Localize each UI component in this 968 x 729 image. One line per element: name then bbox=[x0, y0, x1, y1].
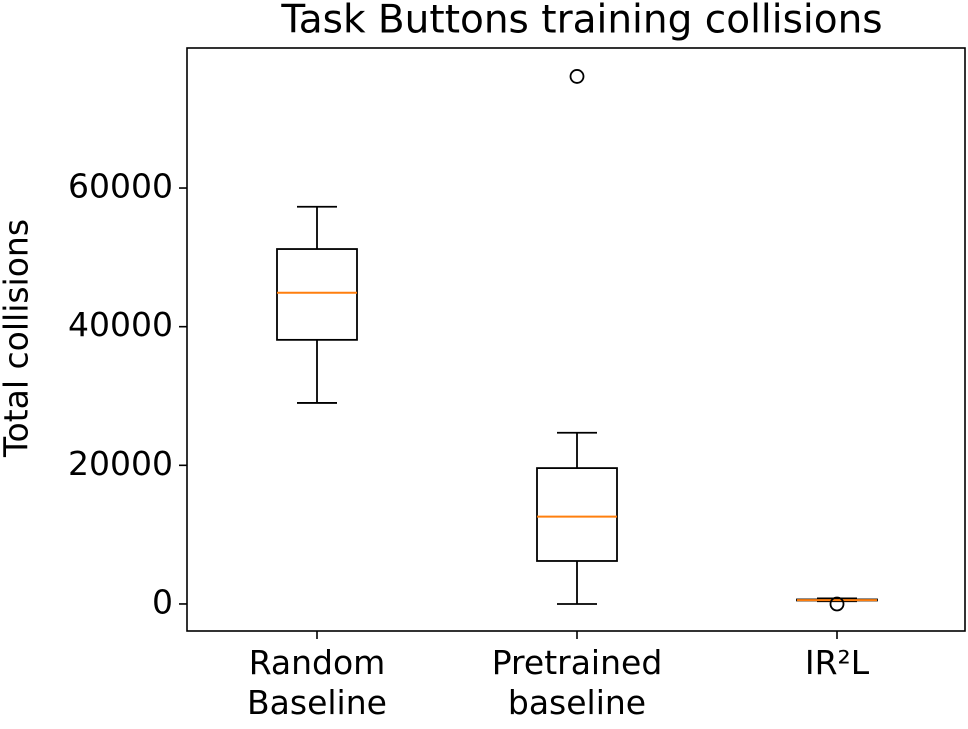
x-tick-label: Pretrained baseline bbox=[491, 643, 663, 722]
y-tick-label: 20000 bbox=[68, 444, 173, 483]
flier bbox=[569, 69, 585, 84]
y-tick-label: 0 bbox=[152, 582, 173, 621]
box bbox=[536, 467, 618, 562]
flier bbox=[829, 596, 845, 612]
y-tick-label: 60000 bbox=[68, 167, 173, 206]
x-tick-label: Random Baseline bbox=[247, 643, 387, 722]
y-tick-label: 40000 bbox=[68, 305, 173, 344]
box bbox=[276, 248, 358, 341]
x-tick-label: IR²L bbox=[804, 643, 870, 682]
chart-title: Task Buttons training collisions bbox=[280, 0, 882, 43]
plot-frame bbox=[186, 47, 966, 632]
y-axis-label: Total collisions bbox=[0, 219, 36, 458]
